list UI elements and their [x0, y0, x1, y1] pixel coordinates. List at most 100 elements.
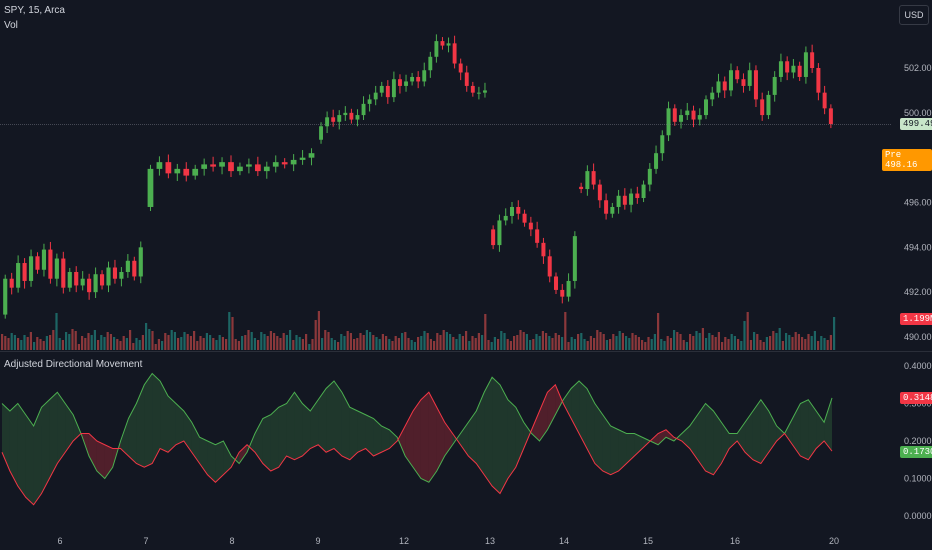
volume-bar [298, 337, 301, 350]
adm-fill-segment [286, 392, 295, 460]
volume-bar [295, 335, 298, 350]
adm-fill-segment [262, 414, 271, 471]
adm-fill-segment [626, 433, 635, 464]
volume-bar [100, 335, 103, 350]
candle-body [828, 108, 833, 125]
volume-bar [804, 339, 807, 350]
volume-bar [685, 342, 688, 350]
volume-bar [369, 332, 372, 350]
adm-fill-segment [57, 392, 66, 464]
volume-bar [218, 335, 221, 350]
volume-bar [468, 341, 471, 350]
volume-bar [548, 336, 551, 350]
volume-bar [391, 341, 394, 350]
adm-fill-segment [808, 399, 817, 460]
candle-body [246, 164, 252, 167]
candle-body [299, 157, 306, 160]
volume-bar [135, 338, 138, 350]
x-tick-label: 12 [399, 536, 409, 546]
volume-bar [343, 336, 346, 350]
volume-bar [26, 337, 29, 350]
candle-body [797, 65, 802, 77]
volume-bar [193, 331, 196, 350]
candle-body [385, 85, 390, 98]
volume-bar [465, 331, 468, 350]
adm-fill-segment [594, 403, 603, 471]
volume-bar [221, 337, 224, 350]
currency-button[interactable]: USD [899, 5, 929, 25]
volume-bar [113, 337, 116, 350]
candle-body [174, 168, 181, 174]
volume-bar [241, 336, 244, 350]
volume-bar [289, 330, 292, 350]
candle-body [785, 61, 790, 73]
adm-fill-segment [816, 411, 825, 449]
volume-bar [628, 338, 631, 350]
adm-fill-segment [800, 399, 809, 460]
volume-bar [663, 341, 666, 350]
candle-body [16, 263, 21, 288]
volume-bar [375, 337, 378, 350]
symbol-title[interactable]: SPY, 15, Arca [4, 5, 65, 16]
volume-bar [679, 334, 682, 350]
volume-bar [279, 338, 282, 350]
volume-bar [199, 336, 202, 350]
volume-bar [314, 320, 317, 350]
candle-body [753, 70, 758, 100]
volume-bar [196, 341, 199, 350]
adm-fill-segment [389, 429, 398, 449]
candle-body [497, 220, 502, 246]
volume-bar [39, 339, 42, 350]
candle-body [741, 79, 746, 86]
adm-fill-segment [523, 422, 532, 449]
volume-bar [801, 337, 804, 350]
adm-fill-segment [207, 441, 216, 483]
volume-bar [794, 332, 797, 350]
candle-body [125, 260, 130, 272]
volume-bar [605, 340, 608, 350]
volume-bar [244, 335, 247, 350]
volume-bar [833, 317, 836, 350]
volume-bar [442, 330, 445, 350]
adm-series-line-b [1, 383, 833, 506]
candle-body [281, 162, 288, 165]
candle-body [641, 184, 646, 199]
volume-bar [583, 339, 586, 350]
adm-fill-segment [484, 377, 493, 486]
candle-body [192, 168, 199, 176]
x-tick-label: 14 [559, 536, 569, 546]
adm-fill-segment [752, 399, 761, 464]
volume-legend[interactable]: Vol [4, 20, 18, 31]
adm-fill-segment [618, 429, 627, 471]
candle-body [810, 52, 815, 68]
indicator-title[interactable]: Adjusted Directional Movement [4, 359, 143, 370]
adm-fill-segment [144, 373, 153, 468]
volume-bar [708, 333, 711, 350]
volume-bar [612, 334, 615, 350]
volume-bar [599, 332, 602, 350]
volume-bar [522, 332, 525, 350]
adm-fill-segment [33, 407, 42, 505]
volume-bar [122, 336, 125, 350]
volume-bar [557, 335, 560, 350]
volume-bar [87, 333, 90, 350]
volume-bar [29, 332, 32, 350]
candle-body [458, 63, 463, 73]
volume-bar [458, 334, 461, 350]
candle-body [28, 256, 34, 281]
candle-body [379, 85, 384, 93]
price-tick-label: 490.00 [904, 332, 932, 342]
volume-bar [266, 336, 269, 350]
volume-bar [817, 341, 820, 350]
volume-bar [97, 340, 100, 350]
volume-bar [353, 339, 356, 350]
x-tick-label: 9 [315, 536, 320, 546]
adm-lower-tag: 0.1730 [900, 446, 932, 458]
candle-body [219, 162, 225, 167]
candle-body [747, 70, 752, 86]
volume-bar [439, 335, 442, 350]
volume-bar [433, 341, 436, 350]
volume-bar [615, 336, 618, 350]
volume-bar [45, 336, 48, 350]
